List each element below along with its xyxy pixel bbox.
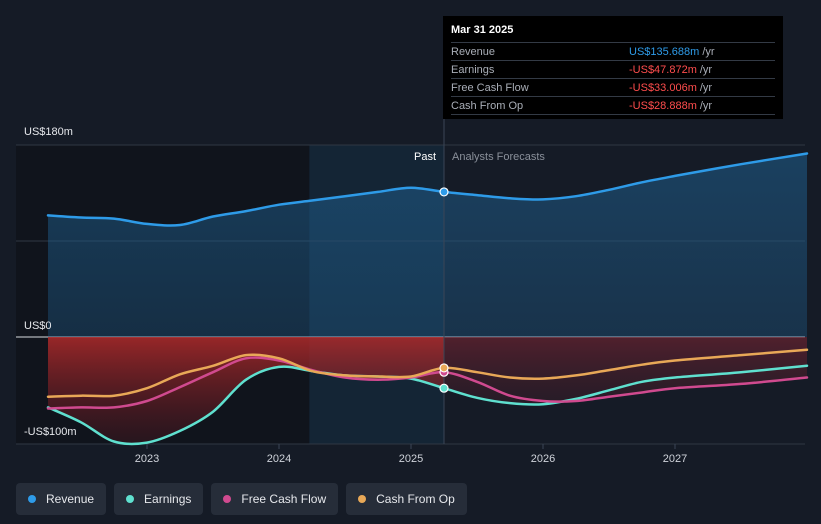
loss-area-forecast <box>444 337 807 405</box>
x-axis: 2023 2024 2025 2026 2027 <box>135 444 687 465</box>
series-marker-earnings <box>439 383 449 393</box>
tooltip-row-free-cash-flow: Free Cash Flow -US$33.006m /yr <box>451 78 775 96</box>
legend-item-revenue[interactable]: Revenue <box>16 483 107 515</box>
tooltip-label: Earnings <box>451 63 495 76</box>
legend-label: Cash From Op <box>376 492 455 506</box>
tooltip-unit: /yr <box>699 81 713 94</box>
legend-dot-icon <box>28 495 36 503</box>
tooltip-value: US$135.688m <box>629 45 700 58</box>
tooltip-value: -US$33.006m <box>629 81 697 94</box>
tooltip-row-earnings: Earnings -US$47.872m /yr <box>451 60 775 78</box>
series-marker-cash-from-op <box>439 363 449 373</box>
legend-dot-icon <box>223 495 232 503</box>
legend-dot-icon <box>358 495 367 503</box>
legend-item-cash-from-op[interactable]: Cash From Op <box>346 483 467 515</box>
tooltip-row-revenue: Revenue US$135.688m /yr <box>451 42 775 60</box>
tooltip: Mar 31 2025 Revenue US$135.688m /yr Earn… <box>443 16 783 119</box>
tooltip-label: Revenue <box>451 45 496 58</box>
x-tick-label: 2024 <box>267 453 291 465</box>
legend-item-free-cash-flow[interactable]: Free Cash Flow <box>211 483 339 515</box>
x-tick-label: 2026 <box>531 453 555 465</box>
legend-label: Free Cash Flow <box>241 492 327 506</box>
y-tick-bottom: -US$100m <box>24 426 77 438</box>
tooltip-label: Free Cash Flow <box>451 81 529 94</box>
tooltip-date: Mar 31 2025 <box>451 24 514 36</box>
loss-area-past <box>48 337 444 444</box>
y-tick-zero: US$0 <box>24 320 52 332</box>
series-marker-revenue <box>439 187 449 197</box>
chart: Past Analysts Forecasts 2023 2024 2025 2026… <box>16 95 809 465</box>
series-line-free-cash-flow <box>46 356 809 410</box>
series-markers <box>439 187 449 393</box>
series-lines <box>46 152 809 446</box>
legend-item-earnings[interactable]: Earnings <box>114 483 204 515</box>
legend: Revenue Earnings Free Cash Flow Cash Fro… <box>16 483 467 515</box>
y-tick-top: US$180m <box>24 126 73 138</box>
legend-label: Earnings <box>144 492 192 506</box>
tooltip-label: Cash From Op <box>451 99 524 112</box>
forecast-label: Analysts Forecasts <box>452 151 545 163</box>
series-line-revenue <box>46 152 809 227</box>
revenue-area <box>48 153 807 337</box>
past-label: Past <box>414 151 436 163</box>
legend-dot-icon <box>126 495 135 503</box>
tooltip-value: -US$28.888m <box>629 99 697 112</box>
x-tick-label: 2025 <box>399 453 423 465</box>
legend-label: Revenue <box>46 492 95 506</box>
tooltip-row-cash-from-op: Cash From Op -US$28.888m /yr <box>451 96 775 115</box>
tooltip-unit: /yr <box>702 45 715 58</box>
tooltip-unit: /yr <box>699 63 713 76</box>
tooltip-unit: /yr <box>699 99 713 112</box>
x-tick-label: 2023 <box>135 453 159 465</box>
tooltip-value: -US$47.872m <box>629 63 697 76</box>
x-tick-label: 2027 <box>663 453 687 465</box>
series-line-cash-from-op <box>46 348 809 398</box>
